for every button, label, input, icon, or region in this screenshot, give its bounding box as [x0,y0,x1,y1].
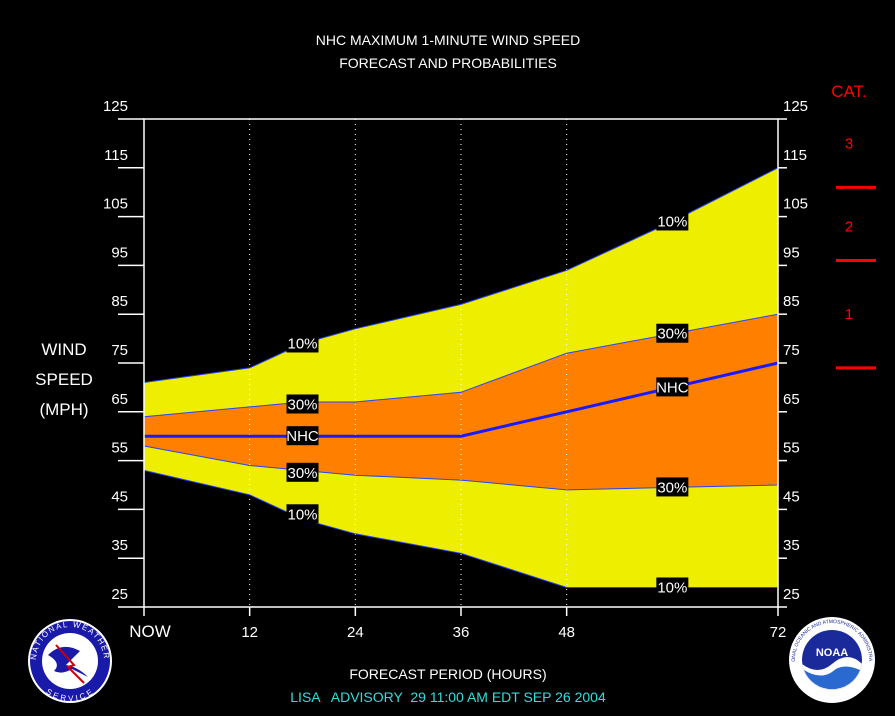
y-tick-label-left: 25 [111,586,128,603]
annotation-background [656,477,689,497]
advisory-line: LISA ADVISORY 29 11:00 AM EDT SEP 26 200… [290,689,606,705]
y-tick-label-left: 115 [104,147,128,164]
annotation-label: NHC [656,377,689,397]
annotation-text: 30% [657,326,687,343]
annotation-text: 10% [657,213,687,230]
national-weather-service-logo: NATIONAL WEATHER SERVICE [28,619,112,703]
svg-text:NOAA: NOAA [816,647,848,659]
annotation-text: 10% [657,579,687,596]
y-tick-label-right: 25 [783,586,800,603]
band-edge-upper-inner [143,313,779,418]
annotation-label: 30% [656,477,689,497]
noaa-logo: NOAA NATIONAL OCEANIC AND ATMOSPHERIC AD… [789,617,875,703]
y-tick-label-right: 35 [783,537,800,554]
chart-title-line2: FORECAST AND PROBABILITIES [339,55,557,71]
y-axis-label-line2: SPEED [35,370,93,389]
annotation-text: NHC [286,428,319,445]
y-tick-label-left: 35 [111,537,128,554]
x-axis-label: FORECAST PERIOD (HOURS) [349,666,546,682]
category-label: 1 [845,306,853,323]
y-tick-label-right: 45 [783,488,800,505]
y-tick-label-left: 65 [111,391,128,408]
annotation-background [286,462,319,482]
x-tick-label: NOW [129,622,171,641]
y-axis-label-line1: WIND [41,340,86,359]
annotation-text: 10% [287,506,317,523]
y-tick-label-right: 65 [783,391,800,408]
annotation-label: 30% [286,462,319,482]
category-scale: 3 2 1 [836,135,876,370]
y-tick-label-left: 95 [111,244,128,261]
annotation-text: 30% [287,396,317,413]
y-tick-label-right: 55 [783,440,800,457]
series-lines [143,167,779,588]
x-tick-label: 72 [770,624,787,641]
y-tick-label-right: 75 [783,342,800,359]
y-tick-label-right: 115 [783,147,807,164]
annotation-background [656,323,689,343]
y-axis-label-line3: (MPH) [39,400,88,419]
annotation-text: 10% [287,335,317,352]
y-tick-label-right: 105 [783,196,808,213]
y-tick-label-right: 85 [783,293,800,310]
series-annotations: 10% 30% NHC 30% 10% 10% 30% NHC 30% 10% [286,211,689,597]
annotation-text: 30% [657,479,687,496]
y-tick-label-left: 105 [103,196,128,213]
x-tick-label: 36 [453,624,470,641]
chart-title-line1: NHC MAXIMUM 1-MINUTE WIND SPEED [316,32,580,48]
annotation-background [286,333,319,353]
annotation-background [656,211,689,231]
category-title: CAT. [831,82,867,101]
annotation-background [286,426,319,446]
y-tick-label-left: 85 [111,293,128,310]
annotation-label: 10% [656,577,689,597]
y-tick-label-left: 125 [103,98,128,115]
y-tick-label-left: 55 [111,440,128,457]
band-edge-lower-inner [143,445,779,491]
y-tick-label-left: 75 [111,342,128,359]
annotation-text: 30% [287,465,317,482]
annotation-background [286,394,319,414]
y-tick-label-right: 95 [783,244,800,261]
x-tick-label: 48 [558,624,575,641]
annotation-label: 10% [286,333,319,353]
annotation-background [286,504,319,524]
axis-ticks: 25 25 35 35 45 45 55 55 65 65 75 75 85 85 95 95 105 105 11… [103,98,808,641]
inner-probability-band [144,314,778,490]
y-tick-label-left: 45 [111,488,128,505]
annotation-background [656,577,689,597]
annotation-label: 30% [656,323,689,343]
x-tick-label: 12 [241,624,258,641]
category-label: 3 [845,135,853,152]
category-label: 2 [845,218,853,235]
annotation-label: 10% [656,211,689,231]
annotation-label: 30% [286,394,319,414]
annotation-label: NHC [286,426,319,446]
y-tick-label-right: 125 [783,98,808,115]
x-tick-label: 24 [347,624,364,641]
annotation-background [656,377,689,397]
annotation-label: 10% [286,504,319,524]
probability-bands [144,167,778,588]
band-edge-upper-outer [143,167,779,383]
band-edge-lower-outer [143,469,778,588]
annotation-text: NHC [656,379,689,396]
nhc-forecast-line [144,361,779,438]
